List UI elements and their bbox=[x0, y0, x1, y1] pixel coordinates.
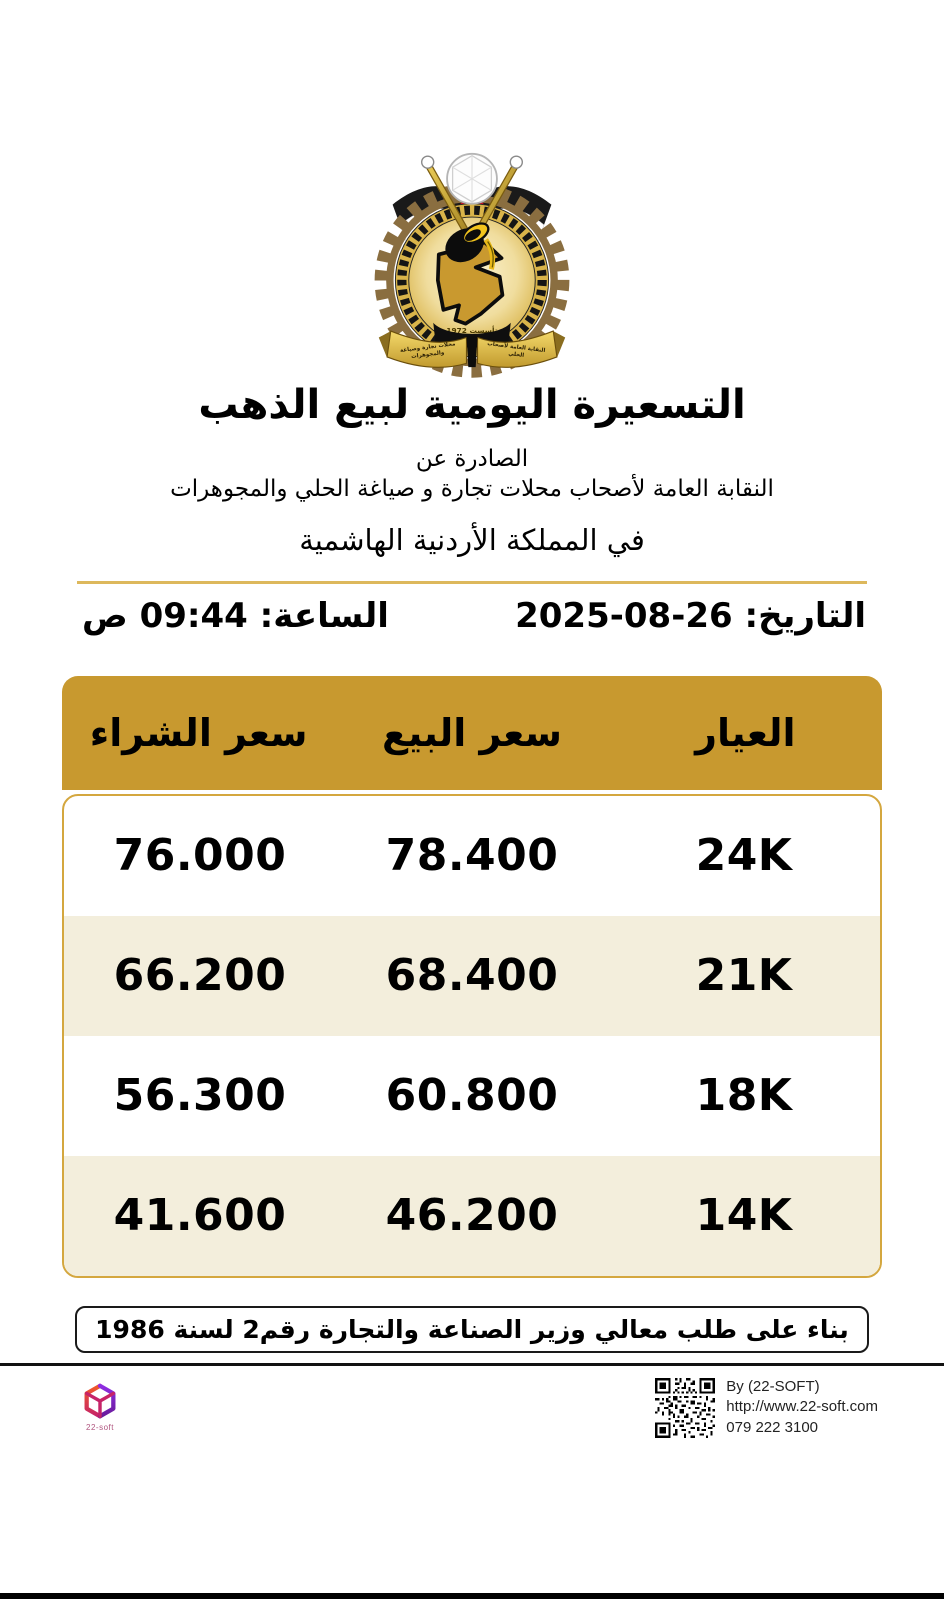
cube-logo-icon bbox=[84, 1383, 116, 1419]
karat-cell: 18K bbox=[695, 1070, 793, 1122]
emblem-container: تأسست 1972 النقابة العامة لأصحاب الحلي م… bbox=[0, 0, 944, 380]
established-year: تأسست 1972 bbox=[446, 325, 497, 335]
jordan-map-shape bbox=[435, 240, 505, 326]
gold-disc bbox=[394, 203, 550, 358]
sell-cell: 46.200 bbox=[385, 1190, 559, 1242]
kingdom-line: في المملكة الأردنية الهاشمية bbox=[299, 522, 645, 557]
note-row: بناء على طلب معالي وزير الصناعة والتجارة… bbox=[0, 1305, 944, 1353]
page-title: التسعيرة اليومية لبيع الذهب bbox=[198, 382, 746, 428]
association-line: النقابة العامة لأصحاب محلات تجارة و صياغ… bbox=[170, 476, 774, 503]
table-row: 14K 46.200 41.600 bbox=[64, 1155, 880, 1276]
issued-by-line: الصادرة عن bbox=[415, 446, 529, 472]
page-footer: 22-soft By (22-SOFT) http://www.22-soft.… bbox=[0, 1366, 944, 1440]
date-text: التاريخ: 26-08-2025 bbox=[515, 596, 866, 636]
header-sell-price: سعر البيع bbox=[382, 710, 562, 755]
datetime-row: التاريخ: 26-08-2025 الساعة: 09:44 ص bbox=[0, 596, 944, 636]
vendor-contact-text: By (22-SOFT) http://www.22-soft.com 079 … bbox=[726, 1376, 878, 1439]
date-value: 26-08-2025 bbox=[515, 595, 733, 636]
footer-divider bbox=[0, 1362, 944, 1366]
table-body: 24K 78.400 76.000 21K 68.400 66.200 18K … bbox=[62, 793, 882, 1278]
issuer-block: الصادرة عن النقابة العامة لأصحاب محلات ت… bbox=[0, 444, 944, 505]
sell-cell: 68.400 bbox=[385, 950, 559, 1002]
time-value: 09:44 ص bbox=[82, 595, 248, 636]
karat-cell: 24K bbox=[695, 830, 793, 882]
legal-note: بناء على طلب معالي وزير الصناعة والتجارة… bbox=[75, 1305, 869, 1353]
gold-price-table: العيار سعر البيع سعر الشراء 24K 78.400 7… bbox=[62, 675, 882, 1278]
qr-code-icon bbox=[653, 1375, 718, 1440]
ribbon-text-right-2: الحلي bbox=[508, 351, 524, 359]
vendor-url: http://www.22-soft.com bbox=[726, 1398, 878, 1416]
date-label: التاريخ: bbox=[744, 595, 866, 636]
sell-cell: 78.400 bbox=[385, 830, 559, 882]
syndicate-emblem-icon: تأسست 1972 النقابة العامة لأصحاب الحلي م… bbox=[374, 152, 570, 378]
bottom-black-strip bbox=[0, 1593, 944, 1599]
buy-cell: 76.000 bbox=[113, 830, 287, 882]
time-label: الساعة: bbox=[259, 595, 389, 636]
buy-cell: 56.300 bbox=[113, 1070, 287, 1122]
header-karat: العيار bbox=[695, 710, 796, 755]
time-text: الساعة: 09:44 ص bbox=[82, 596, 389, 636]
table-row: 21K 68.400 66.200 bbox=[64, 915, 880, 1036]
karat-cell: 21K bbox=[695, 950, 793, 1002]
table-header-row: العيار سعر البيع سعر الشراء bbox=[62, 675, 882, 790]
vendor-phone: 079 222 3100 bbox=[726, 1419, 819, 1437]
ribbon-banner: النقابة العامة لأصحاب الحلي محلات تجارة … bbox=[378, 322, 566, 368]
sell-cell: 60.800 bbox=[385, 1070, 559, 1122]
vendor-contact: By (22-SOFT) http://www.22-soft.com 079 … bbox=[653, 1375, 878, 1440]
gold-divider bbox=[77, 580, 867, 584]
vendor-caption: 22-soft bbox=[86, 1422, 114, 1432]
karat-cell: 14K bbox=[695, 1190, 793, 1242]
crucible bbox=[445, 222, 496, 270]
buy-cell: 66.200 bbox=[113, 950, 287, 1002]
buy-cell: 41.600 bbox=[113, 1190, 287, 1242]
diamond-gem-icon bbox=[446, 152, 498, 205]
ribbon-text-left-2: والمجوهرات bbox=[411, 350, 445, 360]
table-row: 18K 60.800 56.300 bbox=[64, 1036, 880, 1156]
vendor-brand: 22-soft bbox=[78, 1382, 122, 1432]
vendor-by-line: By (22-SOFT) bbox=[726, 1377, 820, 1395]
header-buy-price: سعر الشراء bbox=[89, 710, 308, 755]
table-row: 24K 78.400 76.000 bbox=[64, 796, 880, 916]
